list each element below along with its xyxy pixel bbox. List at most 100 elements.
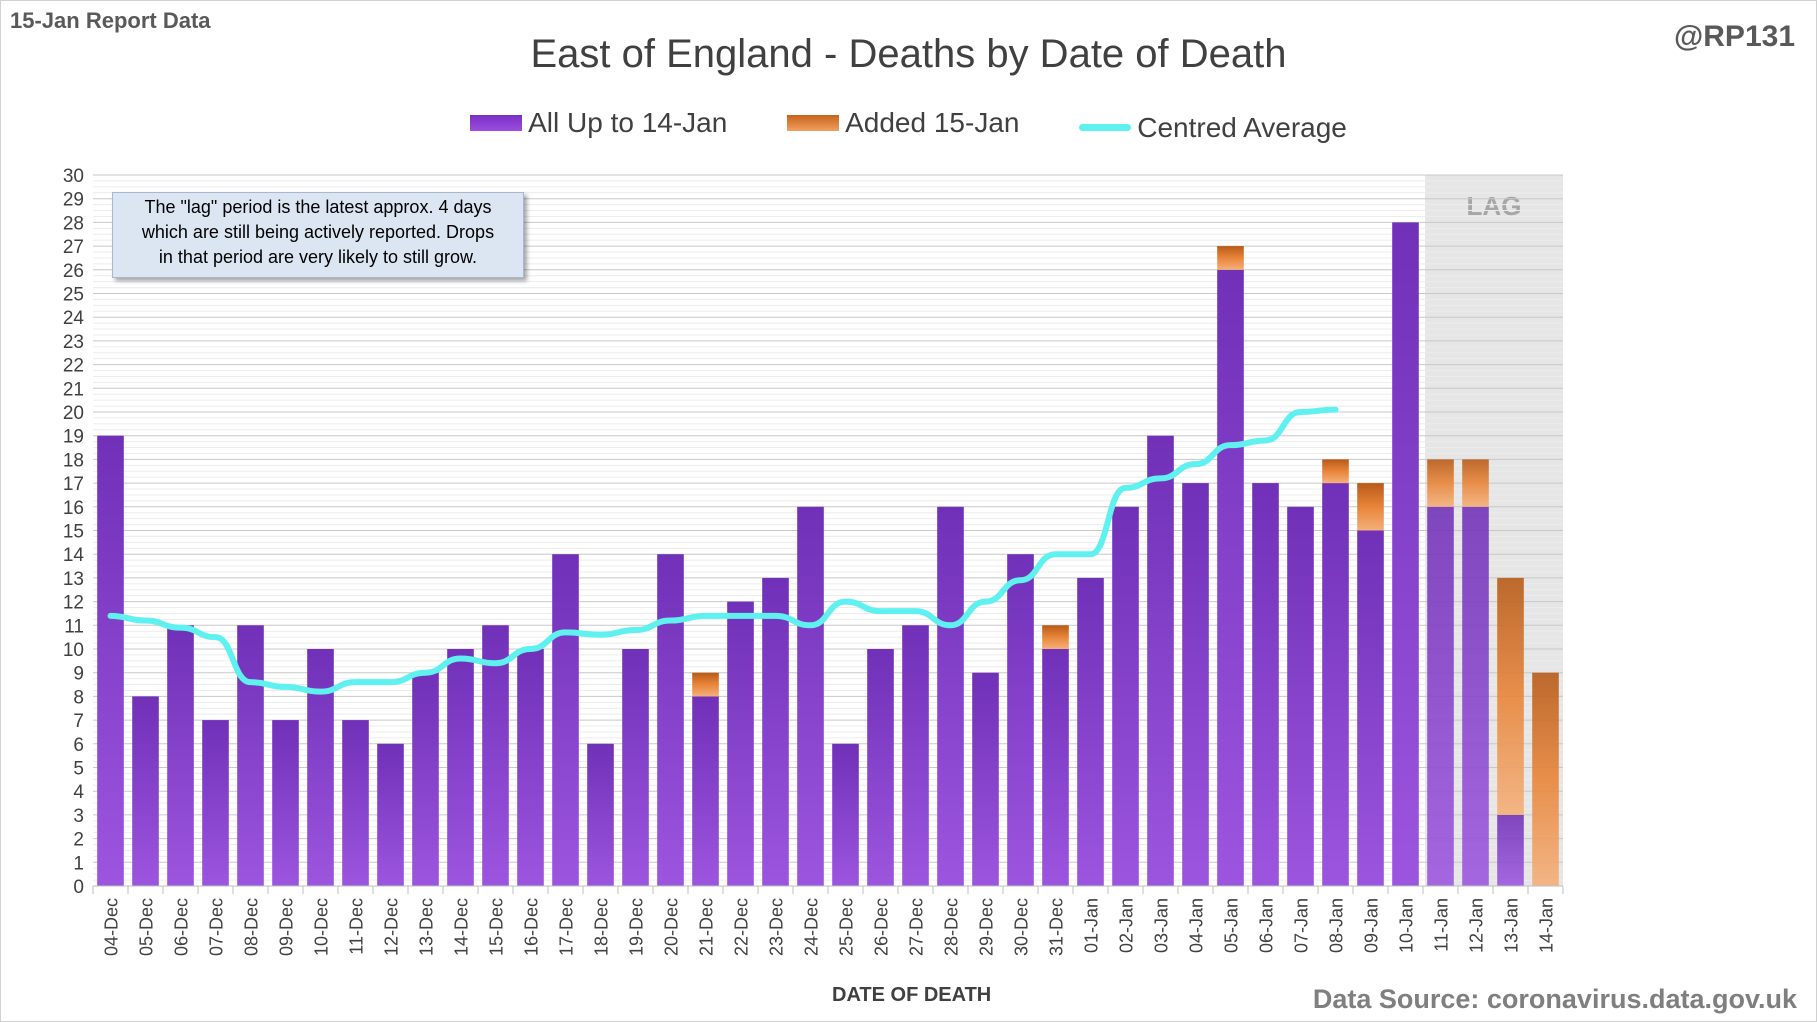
- y-tick-label: 18: [63, 450, 84, 471]
- bar-all-up-to: [237, 625, 264, 886]
- bar-all-up-to: [1497, 814, 1524, 886]
- bar-all-up-to: [272, 720, 299, 886]
- y-tick-label: 15: [63, 522, 84, 543]
- x-tick-label: 09-Jan: [1362, 898, 1382, 953]
- legend-label-all: All Up to 14-Jan: [528, 107, 728, 138]
- bar-all-up-to: [1217, 269, 1244, 886]
- x-tick-label: 14-Jan: [1537, 898, 1557, 953]
- x-tick-label: 07-Dec: [207, 898, 227, 956]
- x-tick-label: 17-Dec: [557, 898, 577, 956]
- lag-note: The "lag" period is the latest approx. 4…: [112, 192, 524, 278]
- bar-all-up-to: [832, 743, 859, 886]
- bar-added: [1462, 459, 1489, 507]
- x-tick-label: 13-Dec: [417, 898, 437, 956]
- lag-note-line-3: in that period are very likely to still …: [158, 247, 478, 267]
- x-tick-label: 27-Dec: [907, 898, 927, 956]
- bar-all-up-to: [132, 696, 159, 886]
- bar-all-up-to: [1392, 222, 1419, 886]
- bar-all-up-to: [797, 506, 824, 886]
- x-tick-label: 26-Dec: [872, 898, 892, 956]
- x-tick-label: 08-Dec: [242, 898, 262, 956]
- bar-added: [692, 672, 719, 697]
- chart-legend: All Up to 14-Jan Added 15-Jan Centred Av…: [0, 106, 1817, 144]
- x-tick-label: 05-Dec: [137, 898, 157, 956]
- legend-label-average: Centred Average: [1137, 111, 1347, 143]
- bar-all-up-to: [937, 506, 964, 886]
- x-tick-label: 02-Jan: [1117, 898, 1137, 953]
- bar-all-up-to: [1147, 435, 1174, 886]
- bar-all-up-to: [517, 649, 544, 886]
- bar-all-up-to: [412, 672, 439, 886]
- x-tick-label: 05-Jan: [1222, 898, 1242, 953]
- bar-added: [1532, 672, 1559, 886]
- bar-all-up-to: [97, 435, 124, 886]
- x-tick-label: 10-Jan: [1397, 898, 1417, 953]
- x-tick-label: 12-Dec: [382, 898, 402, 956]
- bar-all-up-to: [727, 601, 754, 886]
- data-source: Data Source: coronavirus.data.gov.uk: [1312, 984, 1797, 1014]
- bar-all-up-to: [552, 554, 579, 886]
- x-tick-label: 23-Dec: [767, 898, 787, 956]
- x-tick-label: 29-Dec: [977, 898, 997, 956]
- bar-all-up-to: [342, 720, 369, 886]
- bar-added: [1497, 577, 1524, 815]
- bar-all-up-to: [1287, 506, 1314, 886]
- y-tick-label: 14: [63, 545, 85, 566]
- bar-added: [1357, 483, 1384, 531]
- bar-all-up-to: [692, 696, 719, 886]
- x-tick-label: 19-Dec: [627, 898, 647, 956]
- y-tick-label: 30: [63, 166, 84, 187]
- x-tick-label: 22-Dec: [732, 898, 752, 956]
- bar-added: [1427, 459, 1454, 507]
- x-tick-label: 04-Jan: [1187, 898, 1207, 953]
- y-tick-label: 28: [63, 213, 84, 234]
- x-tick-label: 03-Jan: [1152, 898, 1172, 953]
- x-tick-label: 30-Dec: [1012, 898, 1032, 956]
- lag-note-line-2: which are still being actively reported.…: [141, 222, 495, 242]
- x-tick-label: 06-Jan: [1257, 898, 1277, 953]
- bar-all-up-to: [1462, 506, 1489, 886]
- y-tick-label: 8: [73, 687, 84, 708]
- bar-added: [1322, 459, 1349, 484]
- y-tick-label: 27: [63, 237, 84, 258]
- bar-added: [1042, 625, 1069, 649]
- y-tick-label: 6: [73, 735, 84, 756]
- y-tick-label: 24: [63, 308, 85, 329]
- bar-all-up-to: [1252, 483, 1279, 886]
- y-tick-label: 21: [63, 379, 84, 400]
- legend-swatch-line: [1079, 124, 1132, 131]
- centred-average-line: [107, 406, 1339, 695]
- bar-all-up-to: [447, 649, 474, 886]
- legend-swatch-purple: [470, 115, 523, 131]
- bar-all-up-to: [902, 625, 929, 886]
- x-tick-label: 20-Dec: [662, 898, 682, 956]
- x-tick-label: 18-Dec: [592, 898, 612, 956]
- y-tick-label: 13: [63, 569, 84, 590]
- bar-all-up-to: [867, 649, 894, 886]
- x-tick-label: 10-Dec: [312, 898, 332, 956]
- chart-title: East of England - Deaths by Date of Deat…: [530, 32, 1287, 76]
- y-tick-label: 10: [63, 640, 84, 661]
- y-tick-label: 16: [63, 498, 84, 519]
- legend-item-all: All Up to 14-Jan: [470, 107, 727, 139]
- y-tick-label: 19: [63, 427, 84, 448]
- bar-all-up-to: [167, 625, 194, 886]
- x-tick-label: 13-Jan: [1502, 898, 1522, 953]
- report-label: 15-Jan Report Data: [10, 8, 211, 33]
- x-tick-label: 15-Dec: [487, 898, 507, 956]
- x-tick-label: 16-Dec: [522, 898, 542, 956]
- x-tick-label: 09-Dec: [277, 898, 297, 956]
- legend-swatch-orange: [787, 115, 840, 131]
- y-tick-label: 9: [73, 664, 84, 685]
- y-tick-label: 1: [73, 853, 84, 874]
- x-tick-label: 28-Dec: [942, 898, 962, 956]
- bar-all-up-to: [377, 743, 404, 886]
- x-tick-label: 08-Jan: [1327, 898, 1347, 953]
- y-tick-label: 29: [63, 190, 84, 211]
- x-tick-label: 31-Dec: [1047, 898, 1067, 956]
- x-tick-label: 24-Dec: [802, 898, 822, 956]
- lag-note-line-1: The "lag" period is the latest approx. 4…: [144, 197, 492, 217]
- y-tick-label: 11: [64, 616, 84, 637]
- bar-all-up-to: [1042, 649, 1069, 886]
